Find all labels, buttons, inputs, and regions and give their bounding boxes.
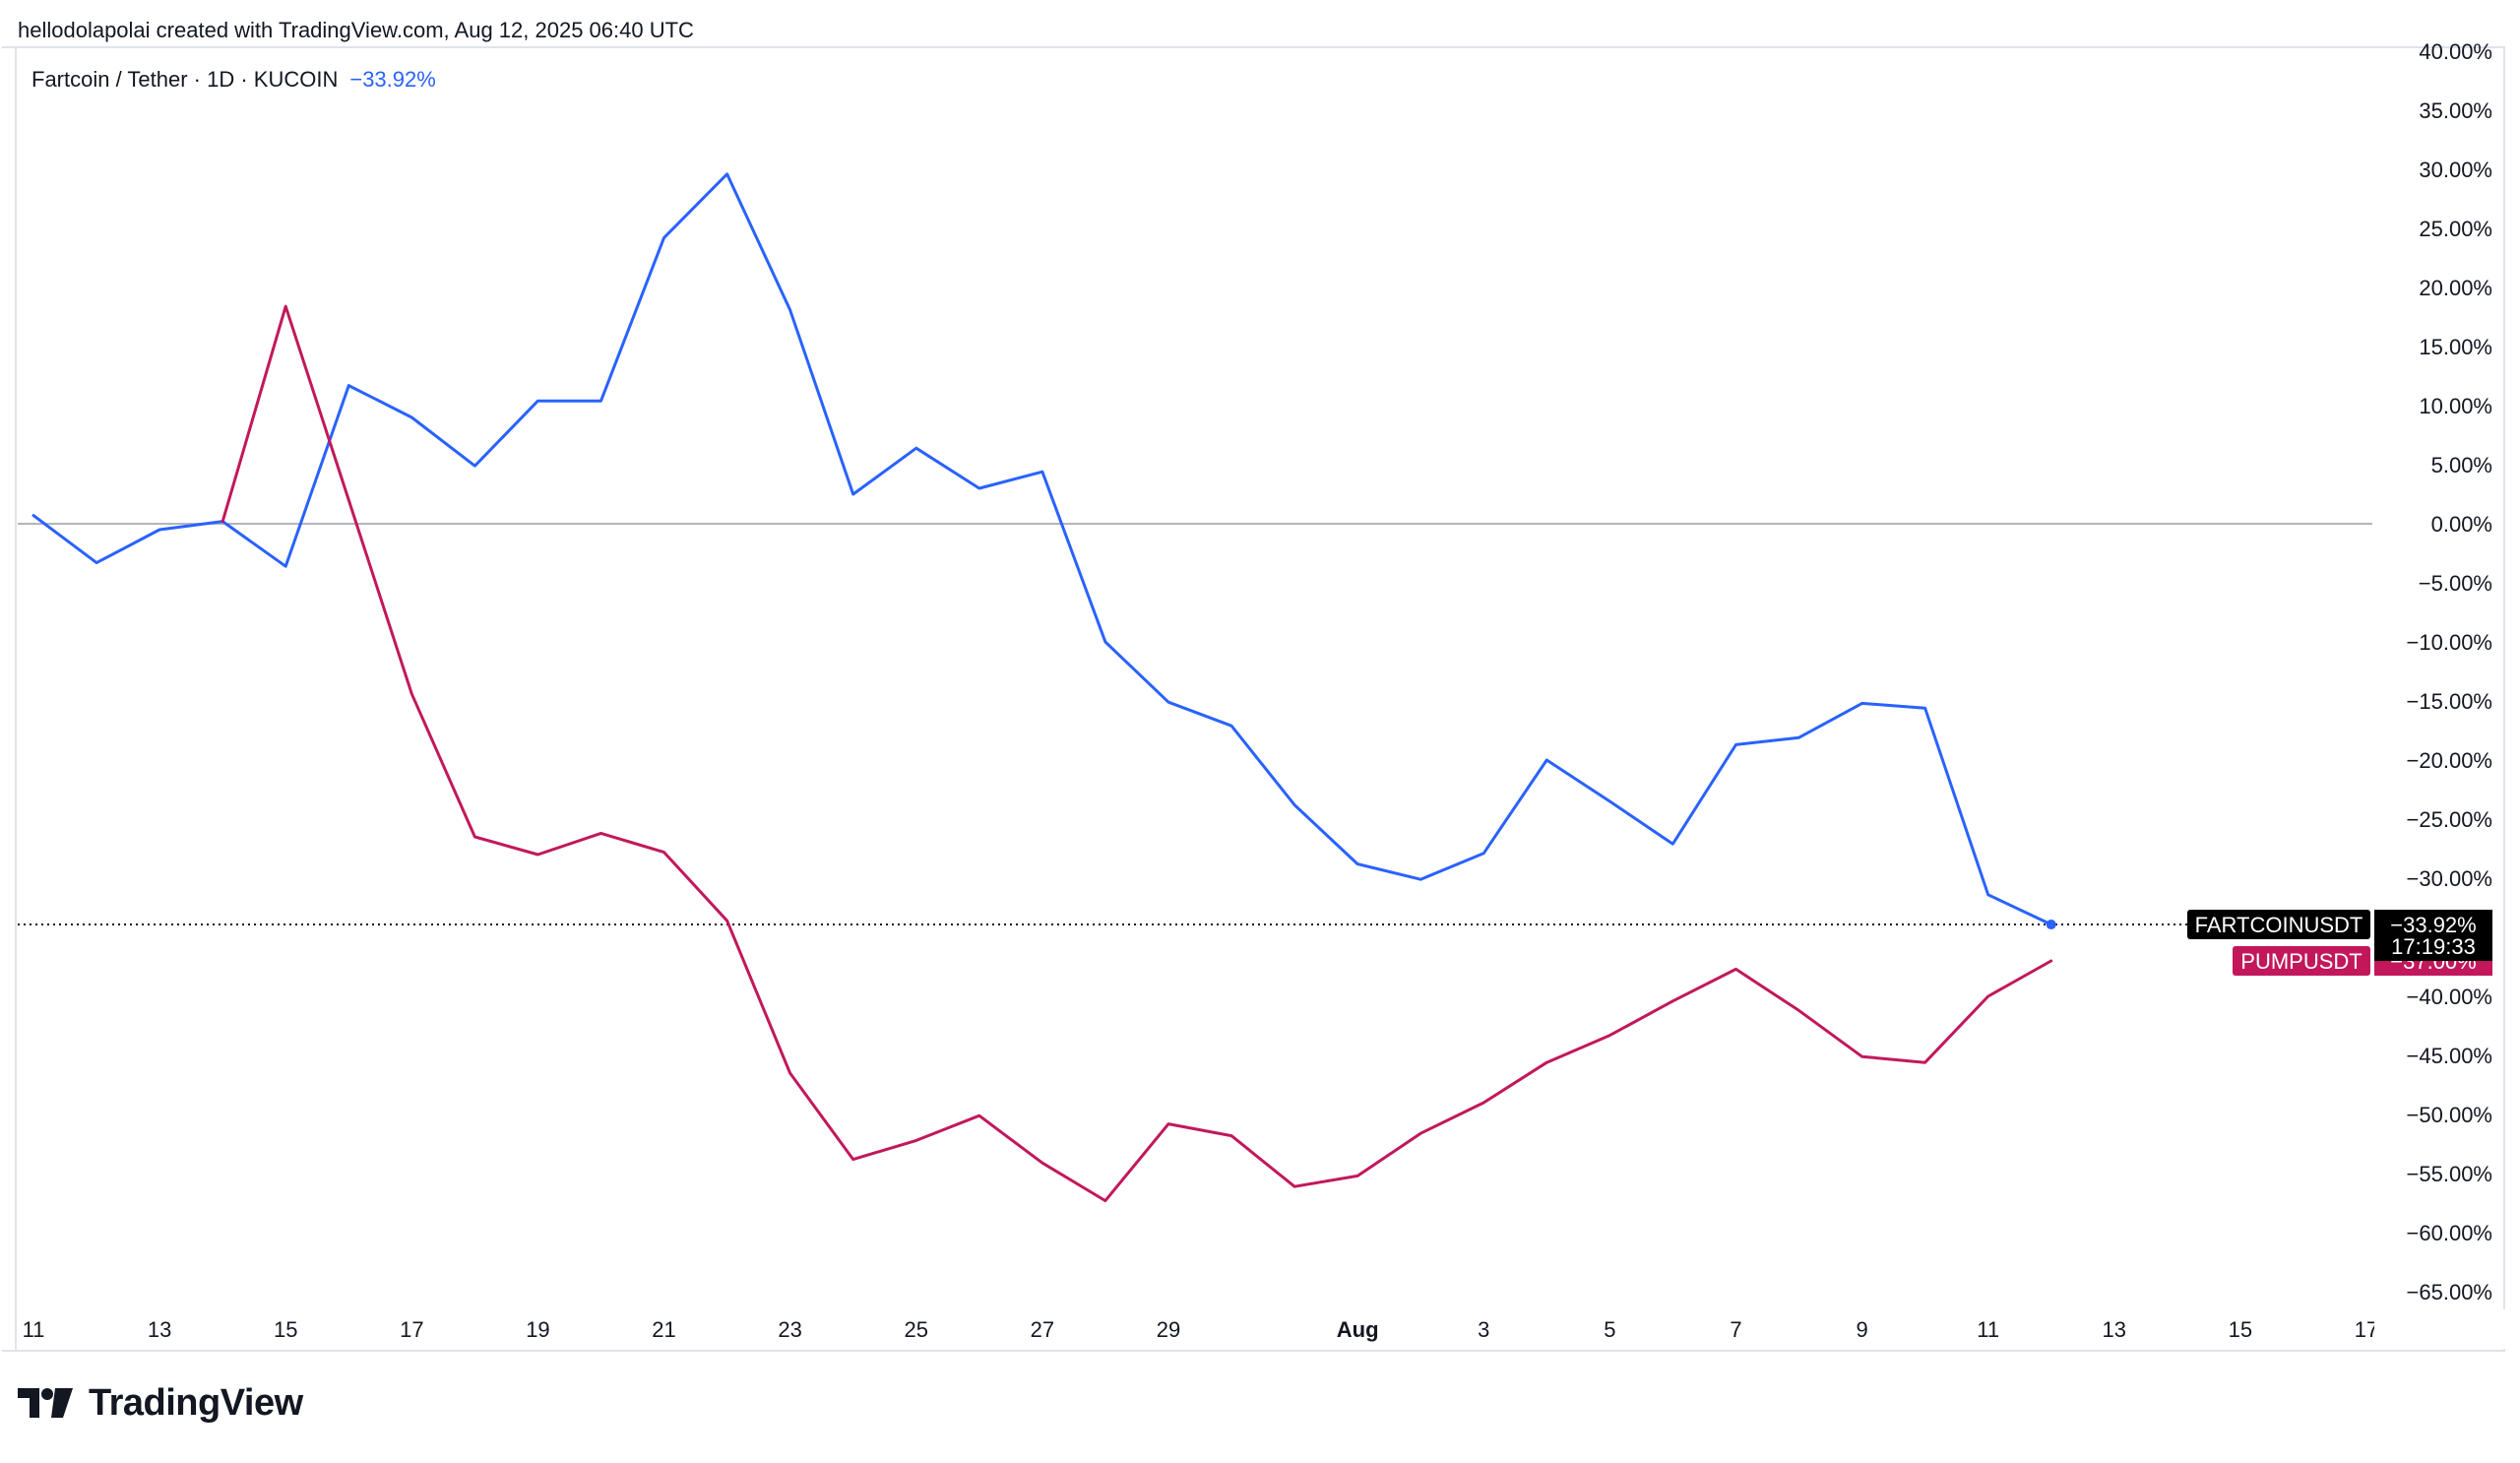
x-tick-label: 3 <box>1478 1317 1489 1342</box>
y-tick-label: 35.00% <box>2419 98 2492 123</box>
x-tick-label: 9 <box>1856 1317 1867 1342</box>
x-tick-label: 13 <box>148 1317 171 1342</box>
legend-change: −33.92% <box>349 67 436 92</box>
x-tick-label: 11 <box>23 1317 45 1342</box>
tradingview-wordmark: TradingView <box>89 1382 303 1424</box>
x-tick-label: 5 <box>1604 1317 1615 1342</box>
y-tick-label: −10.00% <box>2407 630 2492 655</box>
y-tick-label: 40.00% <box>2419 39 2492 64</box>
series-line-fartcoinusdt <box>32 172 2053 926</box>
x-axis-clip <box>2374 1309 2520 1349</box>
reference-lines <box>18 523 2372 926</box>
fartcoin-value-tag <box>2374 910 2492 962</box>
y-axis: 40.00% 35.00% 30.00% 25.00% 20.00% 15.00% 10.0… <box>2407 39 2492 1304</box>
x-axis: 11 13 15 17 19 21 23 25 27 29 Aug 3 5 7 9 11 13 15 17 <box>23 1309 2520 1349</box>
y-tick-label: 20.00% <box>2419 276 2492 300</box>
y-tick-label: 25.00% <box>2419 217 2492 241</box>
y-tick-label: 5.00% <box>2431 453 2492 477</box>
y-tick-label: 10.00% <box>2419 394 2492 418</box>
x-tick-label: 17 <box>400 1317 423 1342</box>
x-tick-label: 25 <box>905 1317 928 1342</box>
fartcoin-countdown: 17:19:33 <box>2391 934 2476 959</box>
x-tick-label: 15 <box>2229 1317 2252 1342</box>
y-tick-label: 0.00% <box>2431 512 2492 537</box>
tradingview-logo[interactable]: TradingView <box>18 1382 303 1425</box>
price-tags: −37.00%PUMPUSDT−33.92%17:19:33FARTCOINUS… <box>2187 910 2492 976</box>
y-tick-label: −15.00% <box>2407 689 2492 714</box>
y-tick-label: −30.00% <box>2407 866 2492 891</box>
y-tick-label: −40.00% <box>2407 985 2492 1009</box>
x-tick-label: 21 <box>652 1317 675 1342</box>
y-tick-label: −45.00% <box>2407 1044 2492 1068</box>
tradingview-logo-icon <box>18 1387 73 1418</box>
x-tick-label: 7 <box>1730 1317 1741 1342</box>
fartcoin-name-label: FARTCOINUSDT <box>2195 913 2363 937</box>
y-tick-label: −20.00% <box>2407 748 2492 773</box>
x-tick-label: 29 <box>1157 1317 1180 1342</box>
x-tick-label: 23 <box>778 1317 801 1342</box>
fartcoin-value-label: −33.92% <box>2390 913 2476 937</box>
y-tick-label: −25.00% <box>2407 807 2492 832</box>
y-tick-label: −50.00% <box>2407 1103 2492 1127</box>
y-tick-label: −60.00% <box>2407 1221 2492 1245</box>
pump-name-label: PUMPUSDT <box>2240 949 2362 974</box>
y-tick-label: −55.00% <box>2407 1162 2492 1186</box>
fartcoin-name-tag <box>2187 910 2370 940</box>
series-last-point <box>2046 920 2056 930</box>
y-tick-label: −5.00% <box>2419 571 2492 596</box>
y-tick-label: 30.00% <box>2419 158 2492 182</box>
x-tick-label: Aug <box>1337 1317 1379 1342</box>
legend-symbol[interactable]: Fartcoin / Tether · 1D · KUCOIN <box>32 67 339 92</box>
chart-legend[interactable]: Fartcoin / Tether · 1D · KUCOIN −33.92% <box>32 67 436 93</box>
series-layer <box>32 172 2056 1203</box>
chart-credit: hellodolapolai created with TradingView.… <box>18 18 694 42</box>
pump-name-tag <box>2233 946 2370 976</box>
y-tick-label: −65.00% <box>2407 1280 2492 1304</box>
x-tick-label: 15 <box>274 1317 297 1342</box>
x-tick-label: 19 <box>526 1317 549 1342</box>
x-tick-label: 11 <box>1977 1317 1999 1342</box>
y-tick-label: 15.00% <box>2419 335 2492 359</box>
x-tick-label: 27 <box>1031 1317 1054 1342</box>
series-line-pumpusdt <box>220 304 2053 1203</box>
x-tick-label: 13 <box>2103 1317 2126 1342</box>
